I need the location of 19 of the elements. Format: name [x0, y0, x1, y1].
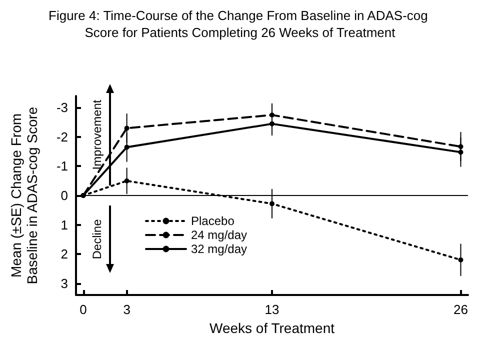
y-tick-label: 1 [60, 217, 68, 232]
y-axis-title: Mean (±SE) Change From Baseline in ADAS-cog Score [8, 106, 40, 284]
x-tick-label: 3 [123, 302, 130, 317]
y-tick-label: 3 [60, 276, 68, 291]
annotation: Decline [90, 218, 104, 260]
y-tick-label: -3 [56, 100, 68, 116]
legend-label: Placebo [191, 214, 235, 228]
x-tick-label: 26 [454, 302, 468, 317]
x-tick-label: 0 [80, 302, 87, 317]
y-tick-label: 0 [60, 188, 68, 203]
legend-label: 24 mg/day [191, 228, 248, 242]
x-axis-title: Weeks of Treatment [209, 320, 335, 336]
y-tick-label: -1 [56, 158, 68, 174]
y-tick-label: 2 [60, 246, 68, 262]
chart-title: Figure 4: Time-Course of the Change From Baseline in ADAS-cog Score for Patients Completing 26 Weeks of Treatment [48, 8, 432, 40]
x-tick-label: 13 [264, 302, 280, 317]
y-tick-label: -2 [56, 129, 68, 144]
legend-label: 32 mg/day [191, 242, 248, 256]
annotation: Improvement [90, 99, 104, 170]
